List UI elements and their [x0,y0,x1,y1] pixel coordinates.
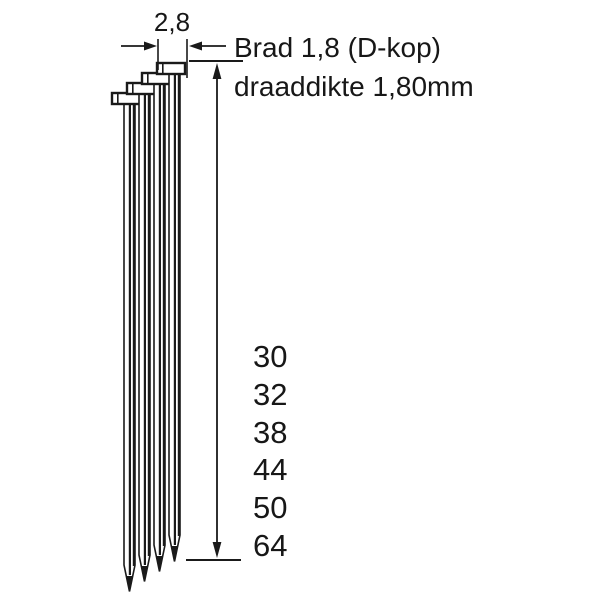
brad-nail-3 [140,71,172,572]
arrow-up-icon [212,63,222,79]
spec-line-1: Brad 1,8 (D-kop) [234,32,441,63]
length-options-list: 30 32 38 44 50 64 [253,339,287,563]
length-option-38: 38 [253,415,287,450]
brad-nail-4 [155,61,187,562]
length-option-30: 30 [253,339,287,374]
length-option-50: 50 [253,490,287,525]
length-option-64: 64 [253,528,287,563]
brad-nail-2 [125,81,157,582]
head-width-dimension: 2,8 [121,7,226,78]
arrow-right-icon [121,41,157,51]
arrow-left-icon [189,41,226,51]
length-option-32: 32 [253,377,287,412]
arrow-down-icon [212,542,222,558]
length-dimension [186,60,243,561]
spec-line-2: draaddikte 1,80mm [234,71,474,102]
head-width-label: 2,8 [154,7,190,37]
brad-nail-1 [110,91,142,592]
length-option-44: 44 [253,452,287,487]
spec-text-block: Brad 1,8 (D-kop) draaddikte 1,80mm [234,32,474,102]
